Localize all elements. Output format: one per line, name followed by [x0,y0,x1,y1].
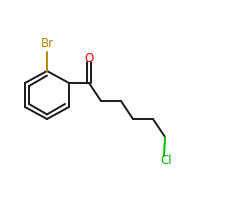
Text: Cl: Cl [160,154,172,166]
Text: O: O [84,52,94,65]
Text: Br: Br [40,37,54,50]
